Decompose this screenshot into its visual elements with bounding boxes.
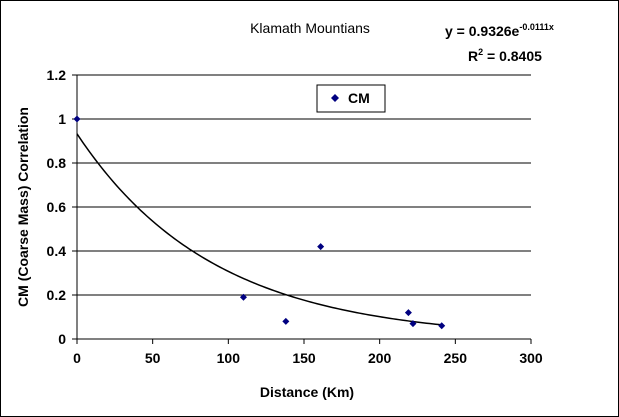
y-tick-layer: 0 0.2 0.4 0.6 0.8 1 1.2 — [47, 67, 77, 347]
grid-layer — [77, 74, 531, 296]
legend-marker-diamond-icon — [331, 94, 339, 102]
data-point-2 — [282, 317, 290, 325]
x-tick-label-4: 200 — [368, 350, 392, 366]
y-tick-label-2: 0.4 — [47, 243, 67, 259]
legend-box — [316, 84, 386, 113]
data-point-1 — [239, 293, 247, 301]
x-tick-label-1: 50 — [145, 350, 161, 366]
equation-exponent: -0.0111x — [519, 22, 554, 32]
data-point-6 — [438, 322, 446, 330]
y-tick-label-6: 1.2 — [47, 67, 67, 83]
chart-title: Klamath Mountians — [250, 20, 370, 36]
y-tick-label-3: 0.6 — [47, 199, 67, 215]
r-squared-symbol: R — [468, 48, 478, 64]
x-tick-label-5: 250 — [444, 350, 468, 366]
r-squared-label: R2 = 0.8405 — [468, 47, 542, 64]
x-tick-label-2: 100 — [217, 350, 241, 366]
legend: CM — [316, 84, 386, 113]
y-tick-label-1: 0.2 — [47, 287, 67, 303]
x-tick-layer: 0 50 100 150 200 250 300 — [73, 339, 543, 366]
trendline-layer — [76, 133, 442, 326]
data-point-5 — [409, 320, 417, 328]
x-axis-label: Distance (Km) — [260, 384, 354, 400]
data-point-4 — [404, 309, 412, 317]
r-squared-superscript: 2 — [478, 47, 483, 57]
trendline-curve — [76, 133, 442, 326]
y-axis-label: CM (Coarse Mass) Correlation — [15, 107, 31, 307]
r-squared-value: = 0.8405 — [483, 48, 542, 64]
x-tick-label-3: 150 — [292, 350, 316, 366]
y-tick-label-5: 1 — [58, 111, 66, 127]
y-tick-label-4: 0.8 — [47, 155, 67, 171]
x-tick-label-0: 0 — [73, 350, 81, 366]
data-point-layer — [73, 115, 446, 330]
trendline-equation: y = 0.9326e-0.0111x — [445, 22, 554, 39]
data-point-3 — [317, 243, 325, 251]
legend-label-cm: CM — [348, 90, 370, 106]
x-tick-label-6: 300 — [519, 350, 543, 366]
y-tick-label-0: 0 — [58, 331, 66, 347]
data-point-0 — [73, 115, 81, 123]
equation-base: y = 0.9326e — [445, 23, 520, 39]
